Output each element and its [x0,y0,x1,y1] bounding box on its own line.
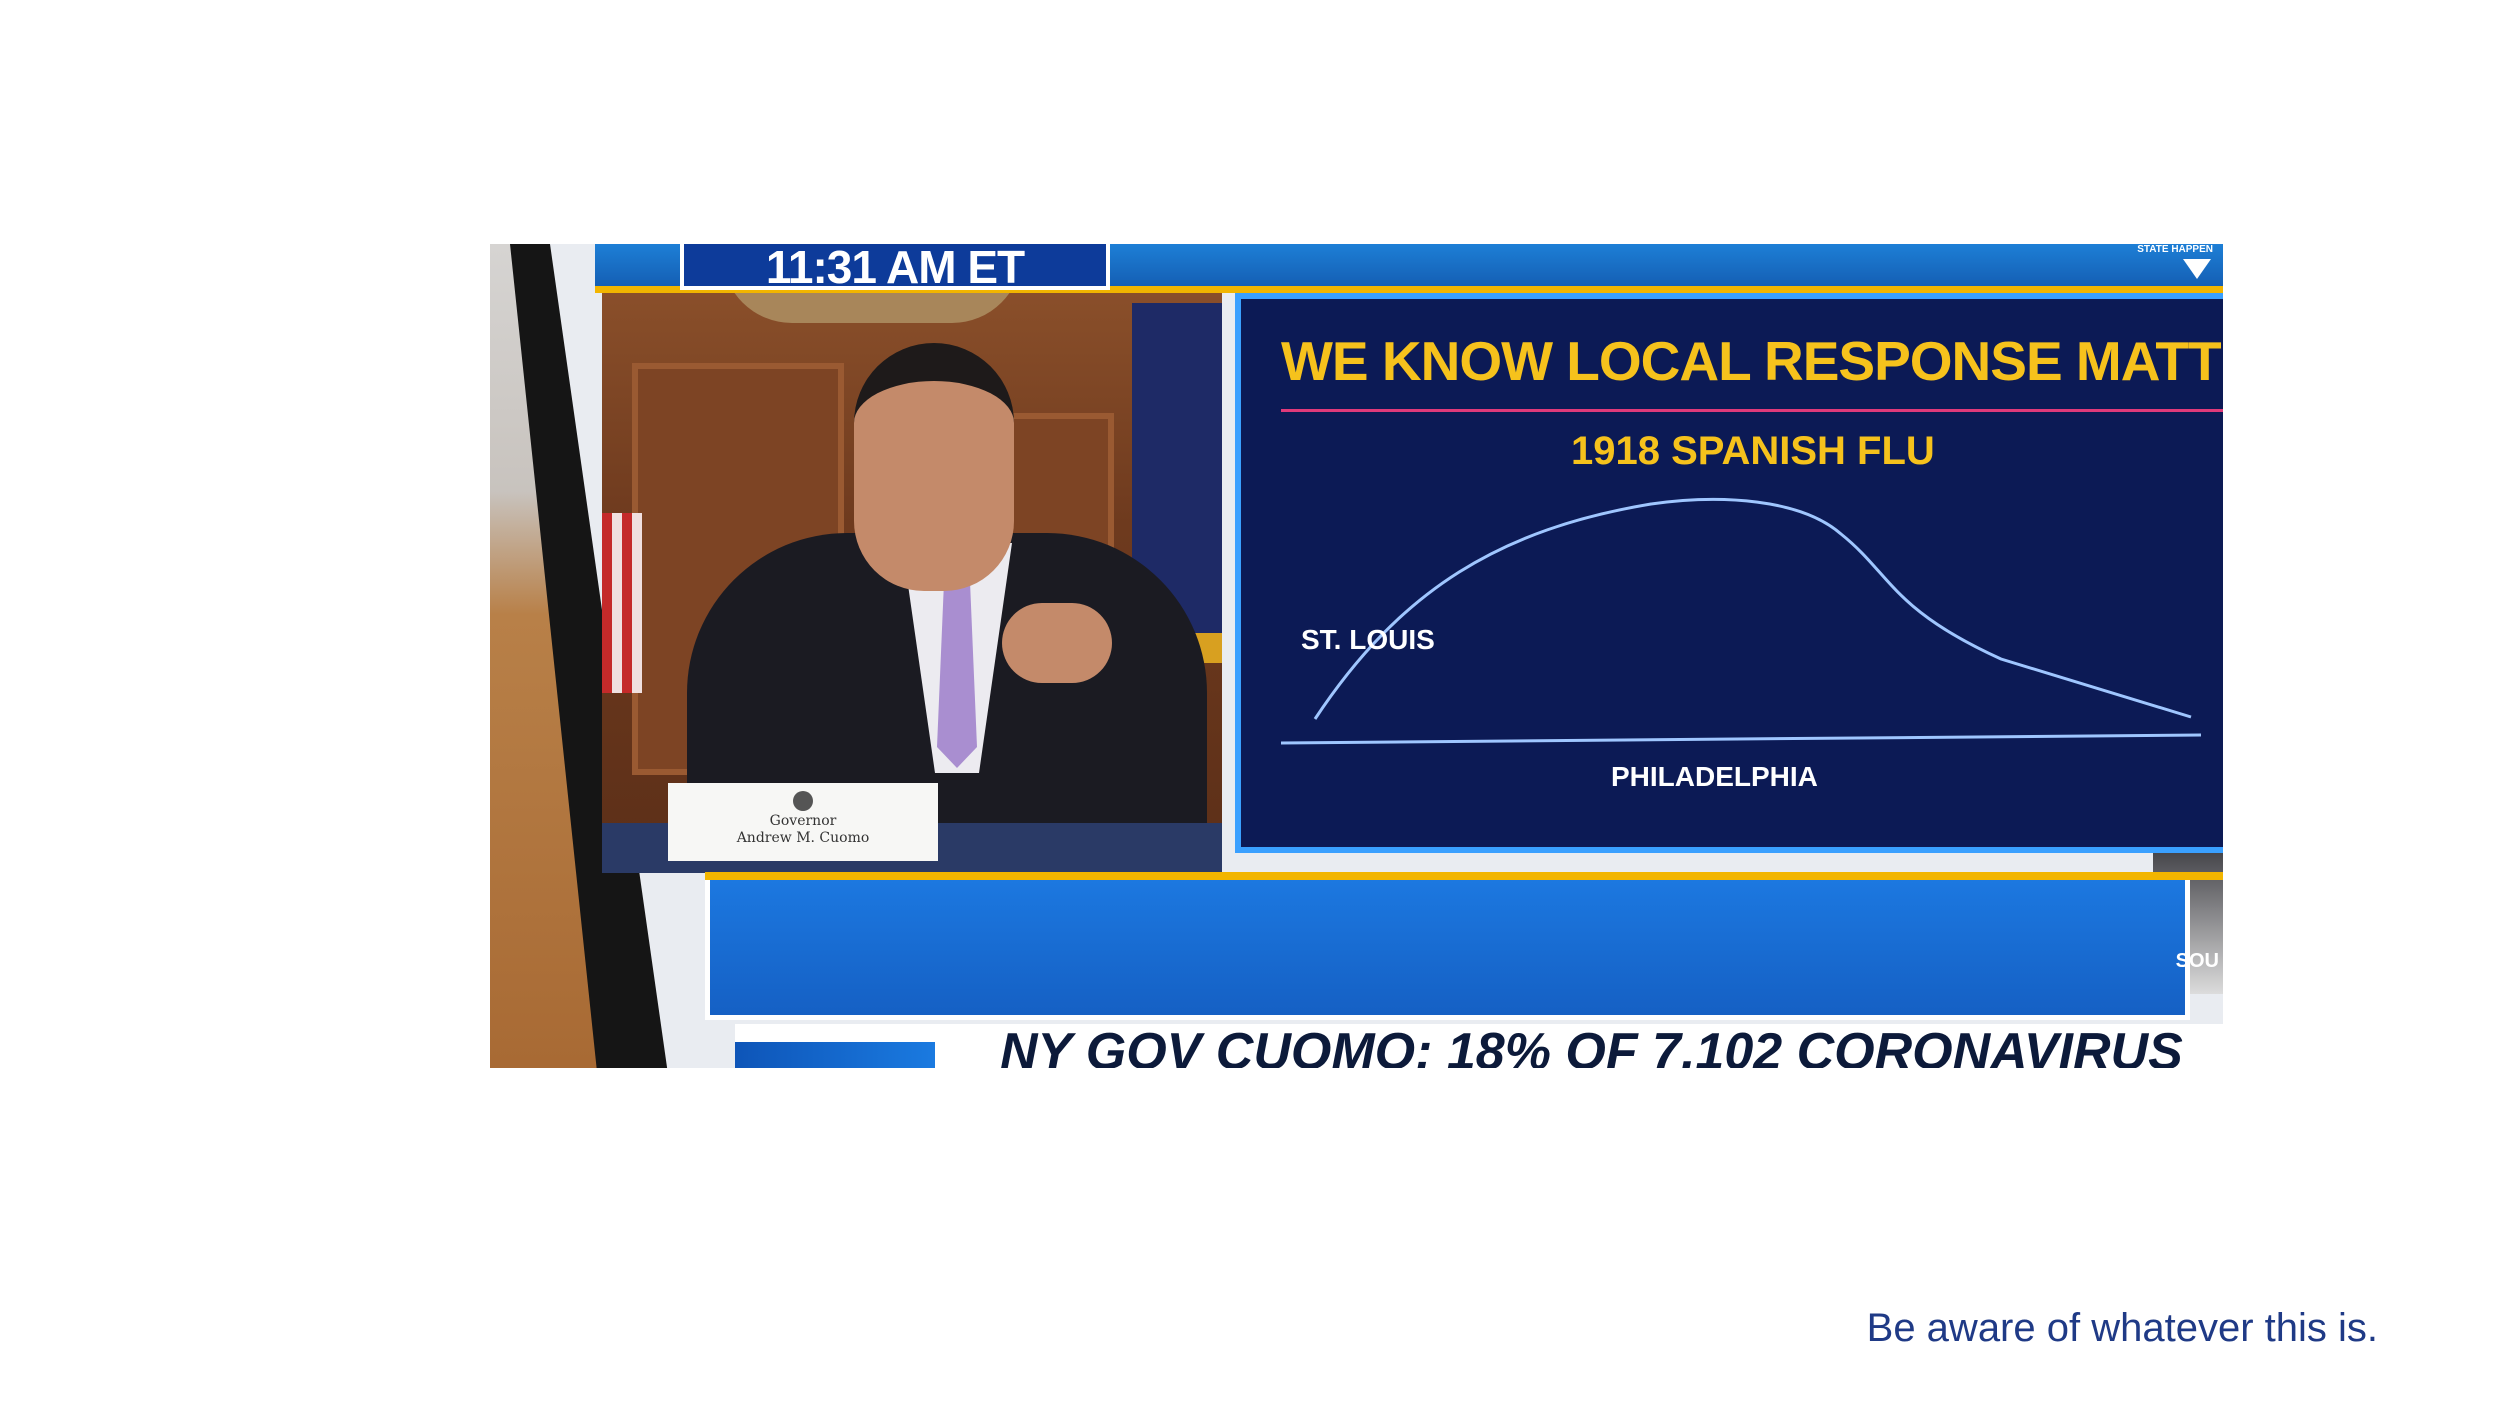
network-logo-text: STATE HAPPEN [2137,244,2213,255]
speaker-tie [937,558,977,768]
logo-mark-icon [2183,259,2211,279]
ticker-text: NY GOV CUOMO: 18% OF 7,102 CORONAVIRUS [1000,1024,2183,1068]
news-ticker: NY GOV CUOMO: 18% OF 7,102 CORONAVIRUS [735,1024,2223,1068]
st-louis-curve [1313,497,2192,720]
seal-icon [793,791,813,811]
seal-image [722,293,1022,323]
nameplate-title: Governor [769,813,837,829]
st-louis-label: ST. LOUIS [1301,624,1435,655]
chart-title: WE KNOW LOCAL RESPONSE MATTERS [1281,330,2223,392]
speaker-hand [1002,603,1112,683]
chart-panel: WE KNOW LOCAL RESPONSE MATTERS 1918 SPAN… [1235,293,2223,853]
lower-third-bar [705,880,2190,1020]
us-flag [602,513,642,693]
nameplate: Governor Andrew M. Cuomo [668,783,938,861]
philadelphia-baseline [1280,733,2202,745]
side-label: SOU [2175,950,2219,972]
slide-caption: Be aware of whatever this is. [1866,1306,2378,1350]
philadelphia-label: PHILADELPHIA [1611,761,1818,792]
clock: 11:31 AM ET [680,244,1110,290]
chart-plot [1280,497,2202,745]
speaker-head [854,343,1014,591]
ticker-logo [735,1042,935,1068]
network-logo: STATE HAPPEN [2123,244,2213,282]
lower-third-accent [705,872,2223,880]
tv-photo: STATE HAPPEN 11:31 AM ET Governor Andrew… [490,244,2223,1068]
nameplate-name: Andrew M. Cuomo [736,830,870,846]
title-divider [1281,409,2223,412]
chart-subtitle: 1918 SPANISH FLU [1571,429,1935,473]
